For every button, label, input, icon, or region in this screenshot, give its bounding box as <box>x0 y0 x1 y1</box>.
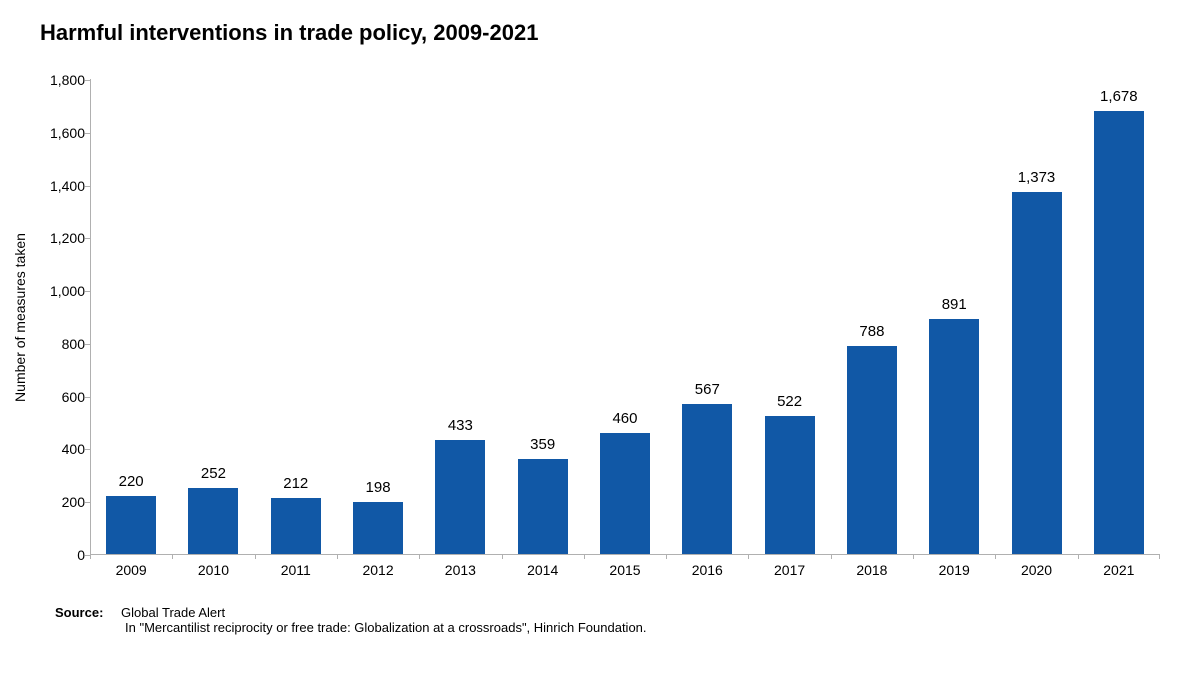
x-tick-mark <box>831 554 832 559</box>
bar-value-label: 788 <box>859 323 884 340</box>
y-tick-label: 800 <box>62 336 85 352</box>
x-tick-mark <box>748 554 749 559</box>
x-tick-label: 2014 <box>527 562 558 578</box>
bar: 891 <box>929 319 979 554</box>
x-tick-label: 2011 <box>281 562 311 578</box>
bar-slot: 2202009 <box>90 79 172 554</box>
y-tick-label: 1,400 <box>50 178 85 194</box>
y-tick-label: 600 <box>62 389 85 405</box>
bar-slot: 2122011 <box>255 79 337 554</box>
x-tick-mark <box>666 554 667 559</box>
bar-slot: 2522010 <box>172 79 254 554</box>
x-tick-mark <box>255 554 256 559</box>
bar-value-label: 1,678 <box>1100 88 1138 105</box>
bars-region: 2202009252201021220111982012433201335920… <box>90 80 1160 555</box>
bar: 1,678 <box>1094 111 1144 554</box>
source-line-1: Global Trade Alert <box>121 605 225 620</box>
x-tick-label: 2012 <box>362 562 393 578</box>
bar: 359 <box>518 459 568 554</box>
y-tick-label: 400 <box>62 441 85 457</box>
y-tick-label: 1,600 <box>50 125 85 141</box>
source-label: Source: <box>55 605 103 620</box>
x-tick-label: 2016 <box>692 562 723 578</box>
x-tick-label: 2018 <box>856 562 887 578</box>
x-tick-label: 2009 <box>116 562 147 578</box>
bar-value-label: 212 <box>283 475 308 492</box>
bar-value-label: 1,373 <box>1018 169 1056 186</box>
x-tick-mark <box>337 554 338 559</box>
bar-slot: 7882018 <box>831 79 913 554</box>
bar: 198 <box>353 502 403 554</box>
x-tick-label: 2017 <box>774 562 805 578</box>
x-tick-label: 2021 <box>1103 562 1134 578</box>
bar: 567 <box>682 404 732 554</box>
bar-value-label: 433 <box>448 417 473 434</box>
bar: 460 <box>600 433 650 554</box>
x-tick-label: 2020 <box>1021 562 1052 578</box>
bar-slot: 1,3732020 <box>995 79 1077 554</box>
bar-slot: 5222017 <box>748 79 830 554</box>
y-tick-label: 1,000 <box>50 283 85 299</box>
x-tick-mark <box>419 554 420 559</box>
x-tick-mark <box>502 554 503 559</box>
source-attribution: Source: Global Trade Alert In "Mercantil… <box>55 605 647 635</box>
x-tick-mark <box>584 554 585 559</box>
x-tick-mark <box>90 554 91 559</box>
x-tick-label: 2013 <box>445 562 476 578</box>
bar-value-label: 891 <box>942 296 967 313</box>
x-tick-mark <box>913 554 914 559</box>
x-tick-mark <box>1159 554 1160 559</box>
bar-value-label: 220 <box>119 473 144 490</box>
y-tick-label: 0 <box>77 547 85 563</box>
bar-value-label: 522 <box>777 393 802 410</box>
y-axis-label: Number of measures taken <box>12 80 28 555</box>
x-tick-mark <box>995 554 996 559</box>
bar: 220 <box>106 496 156 554</box>
y-axis-line <box>90 79 91 554</box>
source-line-2: In "Mercantilist reciprocity or free tra… <box>125 620 647 635</box>
bar: 522 <box>765 416 815 554</box>
bar-slot: 1982012 <box>337 79 419 554</box>
x-tick-label: 2010 <box>198 562 229 578</box>
bar: 252 <box>188 488 238 555</box>
bar-slot: 4332013 <box>419 79 501 554</box>
bar-value-label: 198 <box>366 479 391 496</box>
x-tick-mark <box>172 554 173 559</box>
bar-slot: 5672016 <box>666 79 748 554</box>
y-tick-label: 200 <box>62 494 85 510</box>
chart-title: Harmful interventions in trade policy, 2… <box>40 20 538 46</box>
bar-slot: 4602015 <box>584 79 666 554</box>
plot-area: 2202009252201021220111982012433201335920… <box>90 80 1160 555</box>
bar-value-label: 252 <box>201 465 226 482</box>
x-tick-mark <box>1078 554 1079 559</box>
bar: 212 <box>271 498 321 554</box>
y-tick-label: 1,800 <box>50 72 85 88</box>
x-tick-label: 2015 <box>609 562 640 578</box>
x-tick-label: 2019 <box>939 562 970 578</box>
bar: 1,373 <box>1012 192 1062 554</box>
bar-slot: 8912019 <box>913 79 995 554</box>
bar-slot: 1,6782021 <box>1078 79 1160 554</box>
bar-value-label: 460 <box>612 410 637 427</box>
bar-value-label: 359 <box>530 436 555 453</box>
bar-slot: 3592014 <box>502 79 584 554</box>
bar: 433 <box>435 440 485 554</box>
bar-value-label: 567 <box>695 381 720 398</box>
y-tick-label: 1,200 <box>50 230 85 246</box>
bar: 788 <box>847 346 897 554</box>
